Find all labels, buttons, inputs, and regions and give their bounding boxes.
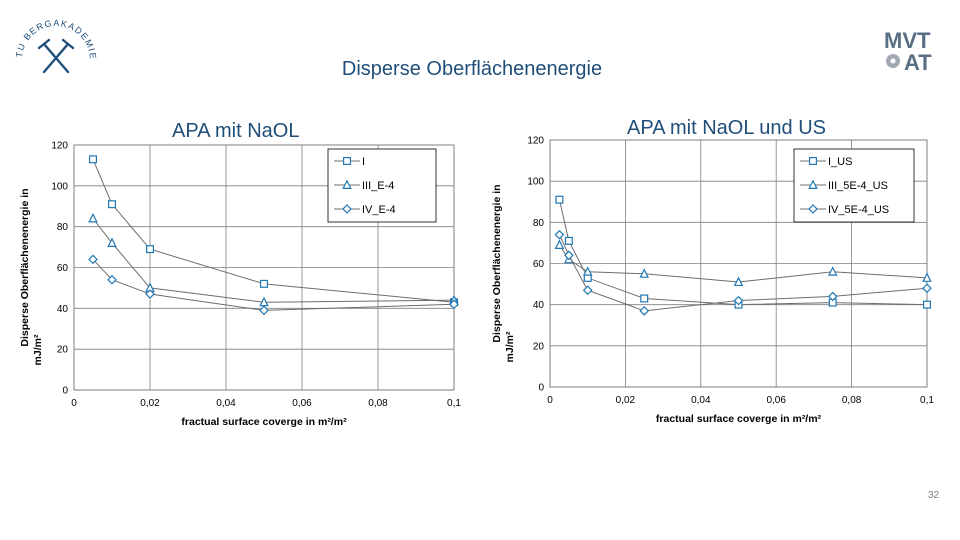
chart-2-y-tick-label: 100 [527, 177, 544, 188]
chart-2-legend-label: III_5E-4_US [828, 180, 888, 192]
chart-1-data-point [88, 155, 97, 164]
chart-1-data-point [88, 212, 98, 223]
chart-2-data-point [827, 266, 838, 276]
chart-1-x-tick-label: 0,02 [140, 398, 160, 409]
page-number: 32 [928, 490, 940, 501]
chart-1-data-point [259, 305, 269, 316]
chart-2-data-point [564, 236, 573, 245]
chart-2-y-axis-unit: mJ/m² [504, 331, 516, 362]
chart-1-data-point [145, 289, 155, 299]
chart-1-title: APA mit NaOL [172, 120, 300, 142]
chart-1-y-tick-label: 60 [57, 263, 69, 274]
chart-2-x-tick-label: 0,1 [920, 395, 934, 406]
logo-right-line1: MVT [884, 28, 931, 53]
chart-2-data-point [733, 295, 744, 306]
slide-title: Disperse Oberflächenenergie [341, 58, 603, 80]
chart-2-x-tick-label: 0,08 [842, 395, 862, 406]
chart-1-data-point [449, 299, 459, 310]
chart-2-legend: I_US III_5E-4_US IV_5E-4_US [793, 148, 915, 223]
chart-1-series-3 [88, 254, 459, 316]
chart-2-y-tick-label: 0 [538, 383, 544, 394]
chart-2-title: APA mit NaOL und US [627, 117, 826, 139]
chart-2-data-point [733, 276, 744, 287]
chart-2-x-axis-label: fractual surface coverge in m²/m² [656, 413, 822, 425]
chart-1-legend: I III_E-4 IV_E-4 [327, 148, 437, 223]
chart-2-x-tick-label: 0,04 [691, 395, 711, 406]
chart-1-legend-marker [342, 204, 352, 214]
chart-1: 0 0,02 0,04 0,06 0,08 0,1 0 20 40 60 80 100 120 fract… [19, 141, 461, 429]
chart-2-legend-marker [808, 204, 818, 214]
gear-icon [886, 54, 900, 68]
chart-2-x-tick-label: 0 [547, 395, 553, 406]
chart-2-y-tick-label: 80 [533, 218, 545, 229]
tu-bergakademie-logo: TU BERGAKADEMIE · FREIBERG · [8, 14, 97, 74]
chart-1-x-tick-label: 0 [71, 398, 77, 409]
chart-1-legend-label: IV_E-4 [362, 204, 396, 216]
chart-1-data-point [107, 237, 117, 248]
chart-2-y-tick-label: 40 [533, 300, 545, 311]
chart-1-y-tick-label: 0 [62, 386, 68, 397]
chart-1-x-tick-label: 0,04 [216, 398, 236, 409]
chart-2-data-point [555, 195, 564, 204]
chart-1-x-tick-label: 0,06 [292, 398, 312, 409]
chart-1-legend-label: III_E-4 [362, 180, 394, 192]
chart-2-data-point [554, 229, 565, 240]
chart-1-y-tick-label: 20 [57, 345, 69, 356]
chart-1-legend-marker [343, 157, 352, 166]
chart-2-x-tick-label: 0,06 [766, 395, 786, 406]
chart-2-data-point [922, 283, 932, 294]
chart-1-y-axis-label: Disperse Oberflächenenergie in [19, 188, 31, 346]
chart-2-legend-marker [808, 179, 818, 190]
chart-2-legend-marker [809, 157, 818, 166]
chart-2-y-tick-label: 120 [527, 136, 544, 147]
chart-1-x-axis-label: fractual surface coverge in m²/m² [181, 416, 347, 428]
chart-1-y-tick-label: 40 [57, 304, 69, 315]
chart-2-data-point [554, 239, 565, 249]
chart-1-y-tick-label: 80 [57, 222, 69, 233]
chart-2-y-axis-label: Disperse Oberflächenenergie in [491, 184, 503, 342]
hammer-and-pick-icon [37, 38, 75, 74]
chart-2-series-3 [554, 229, 932, 316]
chart-1-data-point [107, 200, 116, 209]
chart-1-data-point [88, 254, 98, 265]
chart-2-y-tick-label: 20 [533, 341, 545, 352]
mvtat-logo: MVT AT [884, 28, 932, 74]
chart-2-data-point [582, 266, 593, 276]
chart-2: 0 0,02 0,04 0,06 0,08 0,1 0 20 40 60 80 100 120 fract… [491, 136, 934, 426]
chart-2-data-point [639, 305, 650, 316]
chart-1-y-axis-unit: mJ/m² [32, 334, 44, 365]
chart-1-data-point [260, 279, 269, 288]
chart-1-data-point [107, 274, 117, 285]
chart-1-legend-label: I [362, 156, 365, 168]
logo-right-line2: AT [904, 50, 932, 74]
chart-2-x-tick-label: 0,02 [616, 395, 636, 406]
chart-2-legend-label: IV_5E-4_US [828, 204, 889, 216]
chart-1-y-tick-label: 120 [51, 141, 68, 152]
chart-2-data-point [640, 294, 649, 303]
chart-2-data-point [827, 291, 838, 302]
chart-2-data-point [922, 272, 932, 282]
chart-1-data-point [146, 245, 155, 254]
chart-1-x-tick-label: 0,08 [368, 398, 388, 409]
chart-2-data-point [564, 250, 574, 261]
chart-1-x-tick-label: 0,1 [447, 398, 461, 409]
chart-1-legend-marker [342, 179, 352, 190]
chart-2-data-point [923, 300, 932, 309]
chart-2-data-point [582, 285, 593, 296]
chart-1-y-tick-label: 100 [51, 181, 68, 192]
chart-2-y-tick-label: 60 [533, 259, 545, 270]
chart-2-legend-label: I_US [828, 156, 852, 168]
chart-2-data-point [639, 268, 650, 278]
